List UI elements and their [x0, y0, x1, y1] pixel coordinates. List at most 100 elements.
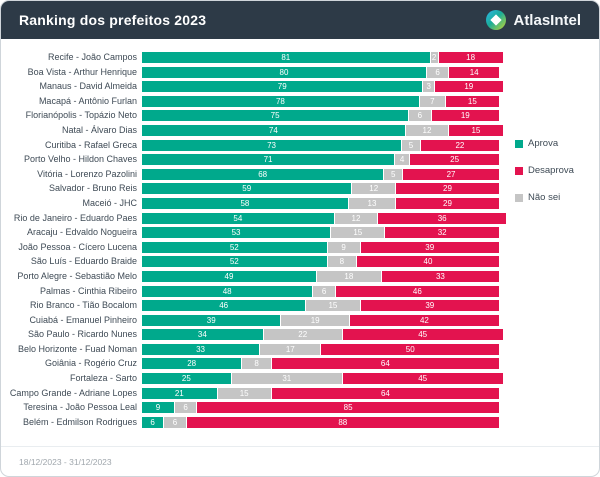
bar-segment-desaprova: 42 [349, 314, 499, 326]
bar-value: 52 [229, 257, 239, 267]
row-label: Macapá - Antônio Furlan [38, 95, 137, 106]
bar-segment-aprova: 25 [142, 373, 231, 385]
bar-track: 39 19 42 [142, 314, 499, 326]
chart-row: Salvador - Bruno Reis 59 12 29 [1, 183, 599, 195]
bar-value: 5 [408, 140, 414, 150]
bar-value: 39 [425, 301, 435, 311]
bar-track: 46 15 39 [142, 300, 499, 312]
bar-track: 79 3 19 [142, 81, 503, 93]
bar-segment-desaprova: 45 [342, 373, 503, 385]
bar-segment-desaprova: 19 [435, 81, 503, 93]
bar-value: 48 [222, 286, 232, 296]
bar-segment-nao-sei: 8 [242, 358, 271, 370]
chart-row: Boa Vista - Arthur Henrique 80 6 14 [1, 66, 599, 78]
chart-row: Rio de Janeiro - Eduardo Paes 54 12 36 [1, 212, 599, 224]
bar-segment-aprova: 49 [142, 270, 316, 282]
bar-value: 32 [437, 228, 447, 238]
bar-value: 25 [450, 155, 460, 165]
bar-value: 33 [196, 344, 206, 354]
bar-segment-aprova: 52 [142, 256, 327, 268]
survey-period: 18/12/2023 - 31/12/2023 [19, 456, 112, 467]
bar-segment-aprova: 34 [142, 329, 263, 341]
bar-segment-nao-sei: 7 [419, 95, 445, 107]
bar-segment-desaprova: 22 [420, 139, 499, 151]
row-label: Cuiabá - Emanuel Pinheiro [29, 314, 137, 325]
bar-value: 52 [229, 242, 239, 252]
bar-value: 7 [430, 96, 435, 106]
bar-value: 81 [281, 53, 291, 62]
bar-value: 18 [466, 53, 476, 62]
bar-segment-desaprova: 46 [335, 285, 499, 297]
bar-track: 68 5 27 [142, 168, 499, 180]
row-label: Goiânia - Rogério Cruz [44, 358, 137, 369]
bar-value: 45 [418, 330, 428, 340]
chart-area: Recife - João Campos 81 2 18 Boa Vista - Art… [1, 39, 599, 428]
bar-segment-aprova: 9 [142, 402, 174, 414]
chart-row: Porto Alegre - Sebastião Melo 49 18 33 [1, 270, 599, 282]
brand-name: AtlasIntel [513, 11, 581, 29]
bar-track: 53 15 32 [142, 227, 499, 239]
bar-segment-nao-sei: 12 [334, 212, 378, 224]
chart-row: Teresina - João Pessoa Leal 9 6 85 [1, 402, 599, 414]
bar-track: 59 12 29 [142, 183, 499, 195]
desaprova-swatch-icon [515, 166, 523, 175]
bar-segment-desaprova: 36 [378, 212, 507, 224]
bar-segment-nao-sei: 4 [395, 154, 410, 166]
bar-value: 50 [405, 344, 415, 354]
bar-track: 48 6 46 [142, 285, 499, 297]
row-label: Boa Vista - Arthur Henrique [27, 66, 137, 77]
bar-value: 46 [219, 301, 229, 311]
bar-value: 75 [270, 111, 280, 121]
bar-track: 52 8 40 [142, 256, 499, 268]
bar-value: 15 [353, 228, 363, 238]
bar-value: 29 [443, 198, 452, 208]
bar-segment-desaprova: 85 [197, 402, 499, 414]
bar-value: 25 [181, 374, 191, 384]
bar-segment-desaprova: 45 [342, 329, 503, 341]
bar-value: 53 [231, 228, 241, 238]
bar-segment-aprova: 80 [142, 66, 426, 78]
bar-segment-aprova: 48 [142, 285, 313, 297]
row-label: Belém - Edmilson Rodrigues [22, 416, 137, 427]
row-label: Salvador - Bruno Reis [48, 183, 137, 194]
bar-segment-aprova: 52 [142, 241, 327, 253]
bar-track: 34 22 45 [142, 329, 503, 341]
page-title: Ranking dos prefeitos 2023 [19, 12, 207, 28]
bar-value: 15 [328, 301, 338, 311]
bar-track: 75 6 19 [142, 110, 499, 122]
bar-segment-desaprova: 29 [396, 183, 499, 195]
chart-row: Curitiba - Rafael Greca 73 5 22 [1, 139, 599, 151]
brand: AtlasIntel [486, 10, 581, 30]
bar-track: 71 4 25 [142, 154, 499, 166]
bar-value: 28 [187, 359, 197, 369]
bar-track: 52 9 39 [142, 241, 499, 253]
bar-track: 81 2 18 [142, 52, 503, 63]
bar-value: 68 [258, 169, 268, 179]
bar-value: 3 [426, 82, 431, 92]
bar-segment-desaprova: 39 [360, 300, 499, 312]
bar-value: 4 [399, 155, 405, 165]
bar-segment-desaprova: 25 [410, 154, 499, 166]
bar-segment-desaprova: 64 [271, 387, 499, 399]
bar-segment-aprova: 68 [142, 168, 384, 180]
bar-value: 73 [267, 140, 277, 150]
chart-row: Macapá - Antônio Furlan 78 7 15 [1, 95, 599, 107]
bar-value: 49 [224, 271, 234, 281]
bar-segment-nao-sei: 9 [327, 241, 360, 253]
bar-segment-aprova: 53 [142, 227, 331, 239]
row-label: Aracaju - Edvaldo Nogueira [26, 227, 137, 238]
bar-track: 33 17 50 [142, 343, 499, 355]
bar-value: 12 [351, 213, 361, 223]
chart-row: Florianópolis - Topázio Neto 75 6 19 [1, 110, 599, 122]
bar-track: 73 5 22 [142, 139, 499, 151]
row-label: Belo Horizonte - Fuad Noman [17, 343, 137, 354]
bar-track: 49 18 33 [142, 270, 499, 282]
bar-segment-nao-sei: 15 [217, 387, 271, 399]
bar-segment-nao-sei: 15 [331, 227, 385, 239]
row-label: Teresina - João Pessoa Leal [23, 402, 137, 413]
row-label: Florianópolis - Topázio Neto [25, 110, 137, 121]
chart-row: Vitória - Lorenzo Pazolini 68 5 27 [1, 168, 599, 180]
bar-segment-nao-sei: 22 [263, 329, 342, 341]
bar-segment-nao-sei: 6 [427, 66, 449, 78]
row-label: Porto Velho - Hildon Chaves [23, 154, 137, 165]
